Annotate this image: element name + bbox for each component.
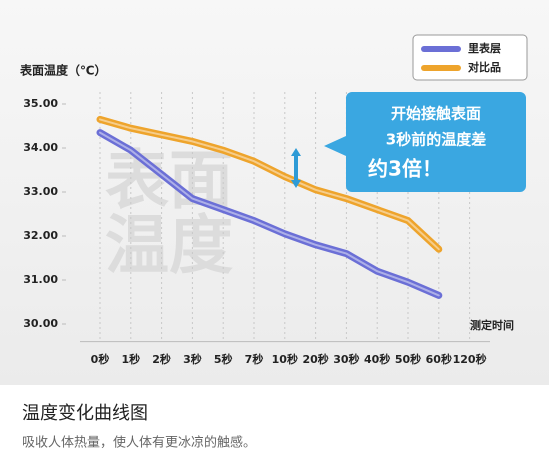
x-tick-label: 120秒 <box>453 352 487 366</box>
watermark-text: 温度 <box>105 210 233 284</box>
y-axis-label: 表面温度（℃） <box>19 63 107 78</box>
x-tick-label: 50秒 <box>395 352 421 366</box>
callout-text: 约3倍！ <box>368 157 442 181</box>
watermark: 表面 温度 <box>105 145 233 284</box>
x-tick-label: 7秒 <box>245 352 264 366</box>
caption-text: 吸收人体热量，使人体有更冰凉的触感。 <box>22 435 256 451</box>
caption-title: 温度变化曲线图 <box>22 403 148 424</box>
x-tick-label: 10秒 <box>272 352 298 366</box>
y-tick-label: 35.00 <box>23 97 58 110</box>
series-highlight <box>99 131 440 297</box>
y-tick-label: 32.00 <box>23 229 58 242</box>
x-tick-label: 30秒 <box>333 352 359 366</box>
callout <box>324 92 526 192</box>
y-tick-label: 34.00 <box>23 141 58 154</box>
x-tick-label: 5秒 <box>214 352 233 366</box>
x-tick-label: 40秒 <box>364 352 390 366</box>
difference-arrow <box>291 148 301 188</box>
y-tick-label: 31.00 <box>23 273 58 286</box>
callout-text: 开始接触表面 <box>391 105 481 123</box>
series-highlight <box>99 118 440 251</box>
x-tick-label: 2秒 <box>152 352 171 366</box>
x-tick-label: 60秒 <box>426 352 452 366</box>
x-tick-label: 1秒 <box>121 352 140 366</box>
x-tick-label: 3秒 <box>183 352 202 366</box>
x-axis-label: 测定时间 <box>470 318 514 332</box>
series-line <box>96 129 443 299</box>
x-tick-label: 20秒 <box>302 352 328 366</box>
y-tick-label: 33.00 <box>23 185 58 198</box>
legend-label: 里表层 <box>468 41 501 55</box>
legend-label: 对比品 <box>468 60 501 74</box>
y-tick-label: 30.00 <box>23 317 58 330</box>
x-tick-label: 0秒 <box>91 352 110 366</box>
callout-text: 3秒前的温度差 <box>386 131 486 149</box>
series-line <box>96 115 443 253</box>
